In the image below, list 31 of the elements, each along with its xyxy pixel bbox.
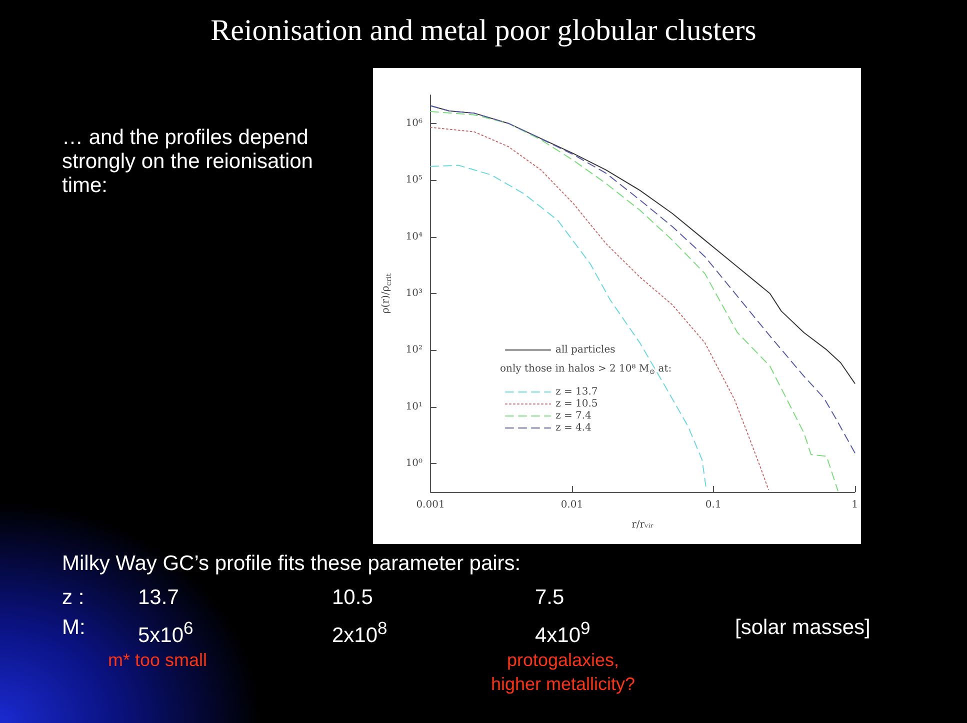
legend-label: z = 10.5: [556, 398, 598, 410]
y-tick-label: 10⁵: [406, 174, 422, 186]
chart-title: Reionisation and metal poor globular clusters: [210, 14, 758, 48]
x-tick-label: 1: [852, 500, 858, 510]
y-tick-label: 10²: [406, 344, 422, 356]
text: protogalaxies, higher metallicity?: [490, 649, 636, 696]
x-tick-label: 0.001: [416, 500, 445, 510]
text: z :: [62, 586, 84, 610]
legend-label: all particles: [556, 344, 616, 356]
y-tick-label: 10⁰: [406, 458, 422, 470]
text: 5x10$^{6}$: [138, 617, 194, 648]
y-tick-label: 10¹: [406, 401, 422, 412]
y-tick-label: 10⁴: [406, 231, 422, 242]
text: 7.5: [535, 586, 564, 610]
x-tick-label: 0.1: [705, 500, 722, 510]
text: 4x10$^{9}$: [535, 617, 590, 648]
text: 10.5: [332, 586, 373, 610]
legend-label: z = 4.4: [556, 422, 592, 434]
x-tick-label: 0.01: [560, 500, 584, 510]
text: 13.7: [138, 586, 179, 610]
text: 2x10$^{8}$: [332, 617, 388, 648]
text: M:: [62, 616, 86, 640]
y-tick-label: 10³: [406, 288, 422, 299]
x-axis-title: r/rᵥᵢᵣ: [632, 520, 654, 530]
legend-label: z = 13.7: [556, 386, 598, 398]
text: m* too small: [108, 649, 208, 672]
text: … and the profiles depend strongly on the reionisation time:: [62, 126, 314, 198]
y-tick-label: 10⁶: [406, 118, 422, 129]
text: [solar masses]: [735, 616, 870, 640]
text: Milky Way GC’s profile fits these parameter pairs:: [62, 552, 521, 576]
legend-label: z = 7.4: [556, 410, 592, 422]
